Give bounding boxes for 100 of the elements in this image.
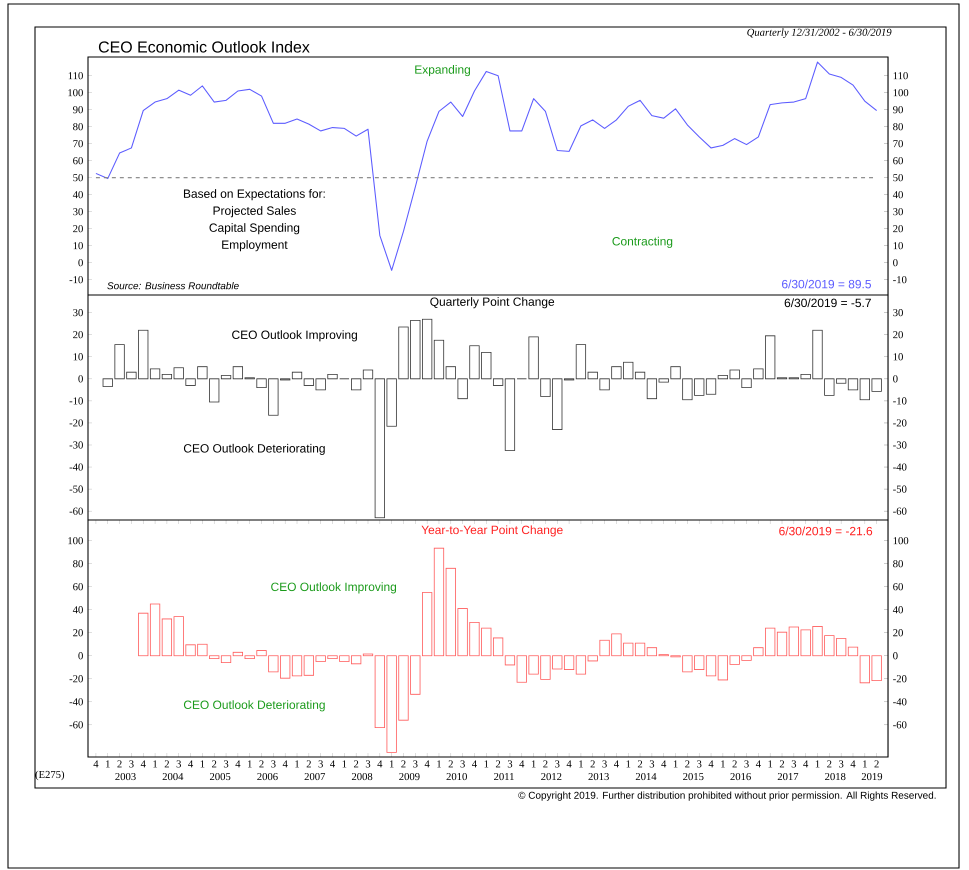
y2-tick-label: -60: [893, 721, 906, 728]
x-tick-label: 1: [153, 760, 158, 768]
x-tick-label: 4: [93, 760, 98, 768]
y2-tick-label: 20: [893, 629, 903, 636]
y-tick-label: -20: [70, 419, 83, 427]
y-tick-label: 40: [72, 191, 83, 198]
y-tick-label: 10: [74, 242, 83, 250]
annotation: 6/30/2019 = 89.5: [782, 280, 871, 288]
y2-tick-label: 40: [892, 606, 903, 614]
x-tick-label: 2: [874, 760, 879, 768]
x-tick-label: 1: [816, 760, 820, 768]
chart-title: CEO Economic Outlook Index: [98, 40, 310, 53]
text: 2010: [446, 772, 467, 780]
x-tick-label: 2: [827, 760, 832, 768]
x-tick-label: 3: [839, 760, 844, 768]
annotation: 6/30/2019 = -5.7: [784, 298, 871, 308]
y2-tick-label: 80: [893, 560, 903, 568]
y2-tick-label: 30: [893, 208, 903, 216]
y2-tick-label: 0: [893, 375, 898, 382]
x-tick-label: 4: [756, 760, 761, 768]
text: 2013: [588, 772, 609, 780]
x-tick-label: 4: [614, 760, 619, 768]
bar: [504, 378, 516, 451]
x-tick-label: 3: [508, 760, 512, 768]
x-tick-label: 2: [401, 760, 406, 768]
x-tick-label: 2: [306, 760, 311, 768]
y-tick-label: 80: [73, 123, 83, 130]
x-tick-label: 1: [721, 760, 725, 768]
y2-tick-label: 90: [893, 106, 903, 114]
x-tick-label: 2: [543, 760, 548, 768]
y-tick-label: 20: [73, 331, 83, 338]
x-tick-label: 1: [863, 760, 867, 768]
y2-tick-label: -10: [893, 276, 906, 284]
x-tick-label: 3: [129, 760, 134, 768]
y2-tick-label: 0: [893, 652, 898, 660]
x-tick-label: 4: [188, 760, 194, 768]
annotation: Source: Business Roundtable: [107, 282, 239, 290]
text: 2017: [778, 772, 798, 780]
x-tick-label: 2: [212, 760, 216, 768]
x-tick-label: 3: [413, 760, 418, 768]
x-tick-label: 3: [318, 760, 323, 768]
y-tick-label: 100: [68, 89, 83, 96]
text: 2019: [862, 772, 882, 780]
y2-tick-label: -20: [893, 675, 906, 682]
y-tick-label: 30: [73, 309, 83, 316]
y2-tick-label: -40: [893, 463, 906, 471]
text: 2008: [352, 772, 372, 780]
y2-tick-label: 20: [893, 331, 903, 338]
chart-title: Year-to-Year Point Change: [421, 525, 563, 536]
y-tick-label: 60: [73, 157, 83, 164]
x-tick-label: 1: [390, 760, 394, 768]
y-tick-label: -10: [70, 397, 83, 404]
y-tick-label: 20: [73, 629, 83, 636]
x-tick-label: 3: [697, 760, 702, 768]
y2-tick-label: 60: [893, 583, 903, 590]
x-tick-label: 2: [354, 760, 358, 768]
x-tick-label: 4: [850, 760, 856, 768]
y2-tick-label: 10: [894, 353, 903, 360]
y2-tick-label: 10: [894, 242, 903, 250]
x-tick-label: 2: [685, 760, 690, 768]
annotation: CEO Outlook Improving: [271, 582, 396, 594]
x-tick-label: 1: [342, 760, 346, 768]
y-tick-label: 0: [78, 259, 83, 266]
bar: [528, 336, 539, 380]
x-tick-label: 3: [602, 760, 607, 768]
annotation: Based on Expectations for:: [184, 189, 325, 200]
y-tick-label: 0: [78, 375, 83, 382]
x-tick-label: 4: [661, 760, 666, 768]
y-tick-label: -50: [70, 486, 83, 493]
x-tick-label: 1: [200, 760, 204, 768]
text: 2018: [825, 772, 846, 780]
y-tick-label: 50: [73, 174, 83, 182]
text: © Copyright 2019. Further distribution prohibited without prior permission. All Rights Reserved.: [518, 791, 936, 801]
x-tick-label: 4: [235, 760, 240, 768]
annotation: Projected Sales: [214, 206, 296, 218]
y-tick-label: -40: [70, 463, 83, 471]
text: 2015: [683, 772, 704, 780]
y2-tick-label: 80: [893, 123, 903, 130]
y2-tick-label: 100: [894, 89, 908, 96]
x-tick-label: 3: [176, 760, 181, 768]
text: 2012: [541, 772, 562, 780]
y2-tick-label: 50: [893, 174, 903, 182]
chart-title: Quarterly Point Change: [430, 297, 554, 308]
text: 2007: [304, 772, 326, 780]
x-tick-label: 3: [224, 760, 228, 768]
y2-tick-label: 100: [894, 537, 908, 544]
y-tick-label: 0: [78, 652, 83, 660]
text: 2014: [636, 772, 656, 780]
y-tick-label: -20: [70, 675, 83, 682]
y-tick-label: 110: [68, 72, 83, 80]
x-tick-label: 4: [708, 760, 714, 768]
annotation: 6/30/2019 = -21.6: [779, 526, 872, 536]
y2-tick-label: 0: [893, 259, 898, 266]
x-tick-label: 4: [330, 760, 335, 768]
x-tick-label: 1: [579, 760, 583, 768]
x-tick-label: 1: [626, 760, 630, 768]
x-tick-label: 1: [484, 760, 488, 768]
x-tick-label: 4: [424, 760, 430, 768]
x-tick-label: 1: [437, 760, 441, 768]
x-tick-label: 1: [106, 760, 110, 768]
